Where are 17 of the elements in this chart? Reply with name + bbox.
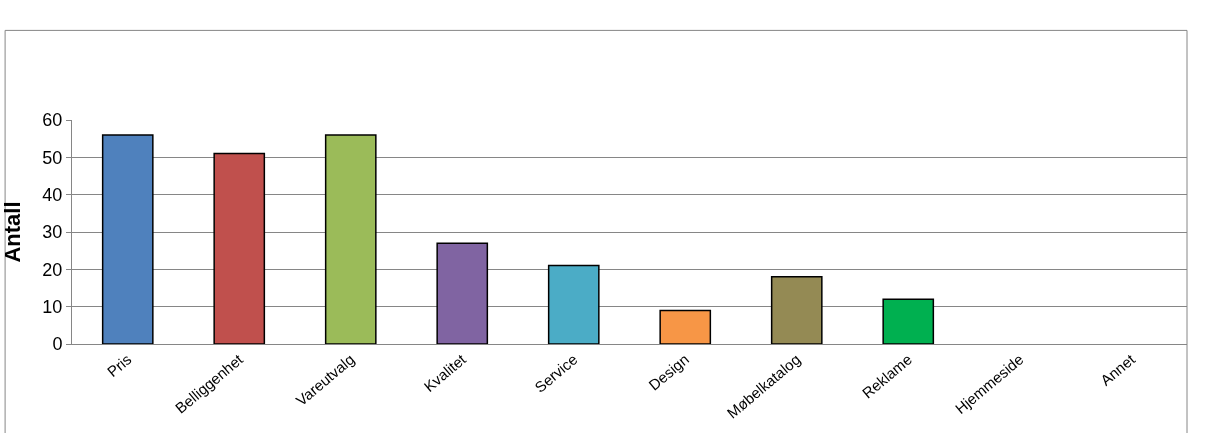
y-tick-label: 20 [42,259,63,280]
y-tick-label: 50 [42,147,63,168]
y-tick-label: 30 [42,222,63,243]
bar [101,134,154,344]
y-tick-label: 10 [42,296,63,317]
bar [547,264,600,344]
bar [882,298,935,344]
y-tick-label: 60 [42,110,63,131]
bar [770,276,823,344]
y-tick-label: 40 [42,184,63,205]
x-tick-label: Pris [103,350,135,381]
bar [659,309,712,344]
bar [324,134,377,344]
y-tick-label: 0 [52,334,63,355]
bar [436,242,489,344]
bar [213,152,266,344]
y-axis-title: Antall [0,201,26,263]
